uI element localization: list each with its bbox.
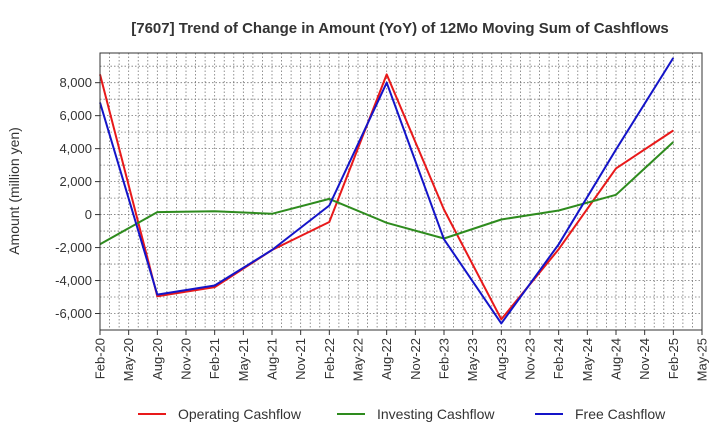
- x-tick-label: Aug-22: [379, 338, 394, 380]
- y-axis-ticks: -6,000 -4,000 -2,000 0 2,000 4,000 6,000 8,000: [55, 75, 100, 321]
- legend-item-operating-cashflow: Operating Cashflow: [138, 406, 302, 422]
- y-axis-label: Amount (million yen): [6, 127, 22, 255]
- x-tick-label: Feb-25: [666, 338, 681, 379]
- x-tick-label: May-20: [121, 338, 136, 381]
- series-line-operating-cashflow: [99, 73, 674, 321]
- x-tick-label: Nov-21: [293, 338, 308, 380]
- x-tick-label: Aug-24: [609, 338, 624, 380]
- x-tick-label: Feb-24: [551, 338, 566, 379]
- legend-label: Investing Cashflow: [377, 406, 495, 422]
- y-tick-label: 2,000: [59, 174, 92, 189]
- chart-title: [7607] Trend of Change in Amount (YoY) o…: [131, 20, 669, 37]
- x-tick-label: Feb-20: [93, 338, 108, 379]
- x-tick-label: Feb-21: [207, 338, 222, 379]
- legend: Operating Cashflow Investing Cashflow Free…: [138, 406, 666, 422]
- x-tick-label: Nov-24: [637, 338, 652, 380]
- series-line-investing-cashflow: [99, 141, 674, 246]
- grid: [99, 53, 703, 331]
- y-tick-label: -6,000: [55, 306, 92, 321]
- legend-item-free-cashflow: Free Cashflow: [535, 406, 666, 422]
- x-tick-label: May-21: [236, 338, 251, 381]
- x-tick-label: May-23: [465, 338, 480, 381]
- y-tick-label: -2,000: [55, 240, 92, 255]
- legend-label: Free Cashflow: [575, 406, 666, 422]
- x-tick-label: May-24: [580, 338, 595, 381]
- x-tick-label: Aug-23: [494, 338, 509, 380]
- plot-frame: [99, 52, 703, 331]
- legend-item-investing-cashflow: Investing Cashflow: [337, 406, 495, 422]
- x-tick-label: Nov-20: [179, 338, 194, 380]
- x-tick-label: Aug-21: [265, 338, 280, 380]
- x-axis-ticks: Feb-20 May-20 Aug-20 Nov-20 Feb-21 May-21 Aug-…: [93, 330, 710, 381]
- y-tick-label: 6,000: [59, 108, 92, 123]
- legend-label: Operating Cashflow: [178, 406, 302, 422]
- series-line-free-cashflow: [99, 57, 675, 325]
- x-tick-label: Feb-23: [437, 338, 452, 379]
- x-tick-label: Nov-23: [523, 338, 538, 380]
- x-tick-label: May-22: [351, 338, 366, 381]
- x-tick-label: May-25: [695, 338, 710, 381]
- y-tick-label: 0: [85, 207, 92, 222]
- y-tick-label: -4,000: [55, 273, 92, 288]
- y-tick-label: 4,000: [59, 141, 92, 156]
- x-tick-label: Feb-22: [322, 338, 337, 379]
- x-tick-label: Nov-22: [408, 338, 423, 380]
- x-tick-label: Aug-20: [150, 338, 165, 380]
- series-lines: [99, 57, 675, 325]
- y-tick-label: 8,000: [59, 75, 92, 90]
